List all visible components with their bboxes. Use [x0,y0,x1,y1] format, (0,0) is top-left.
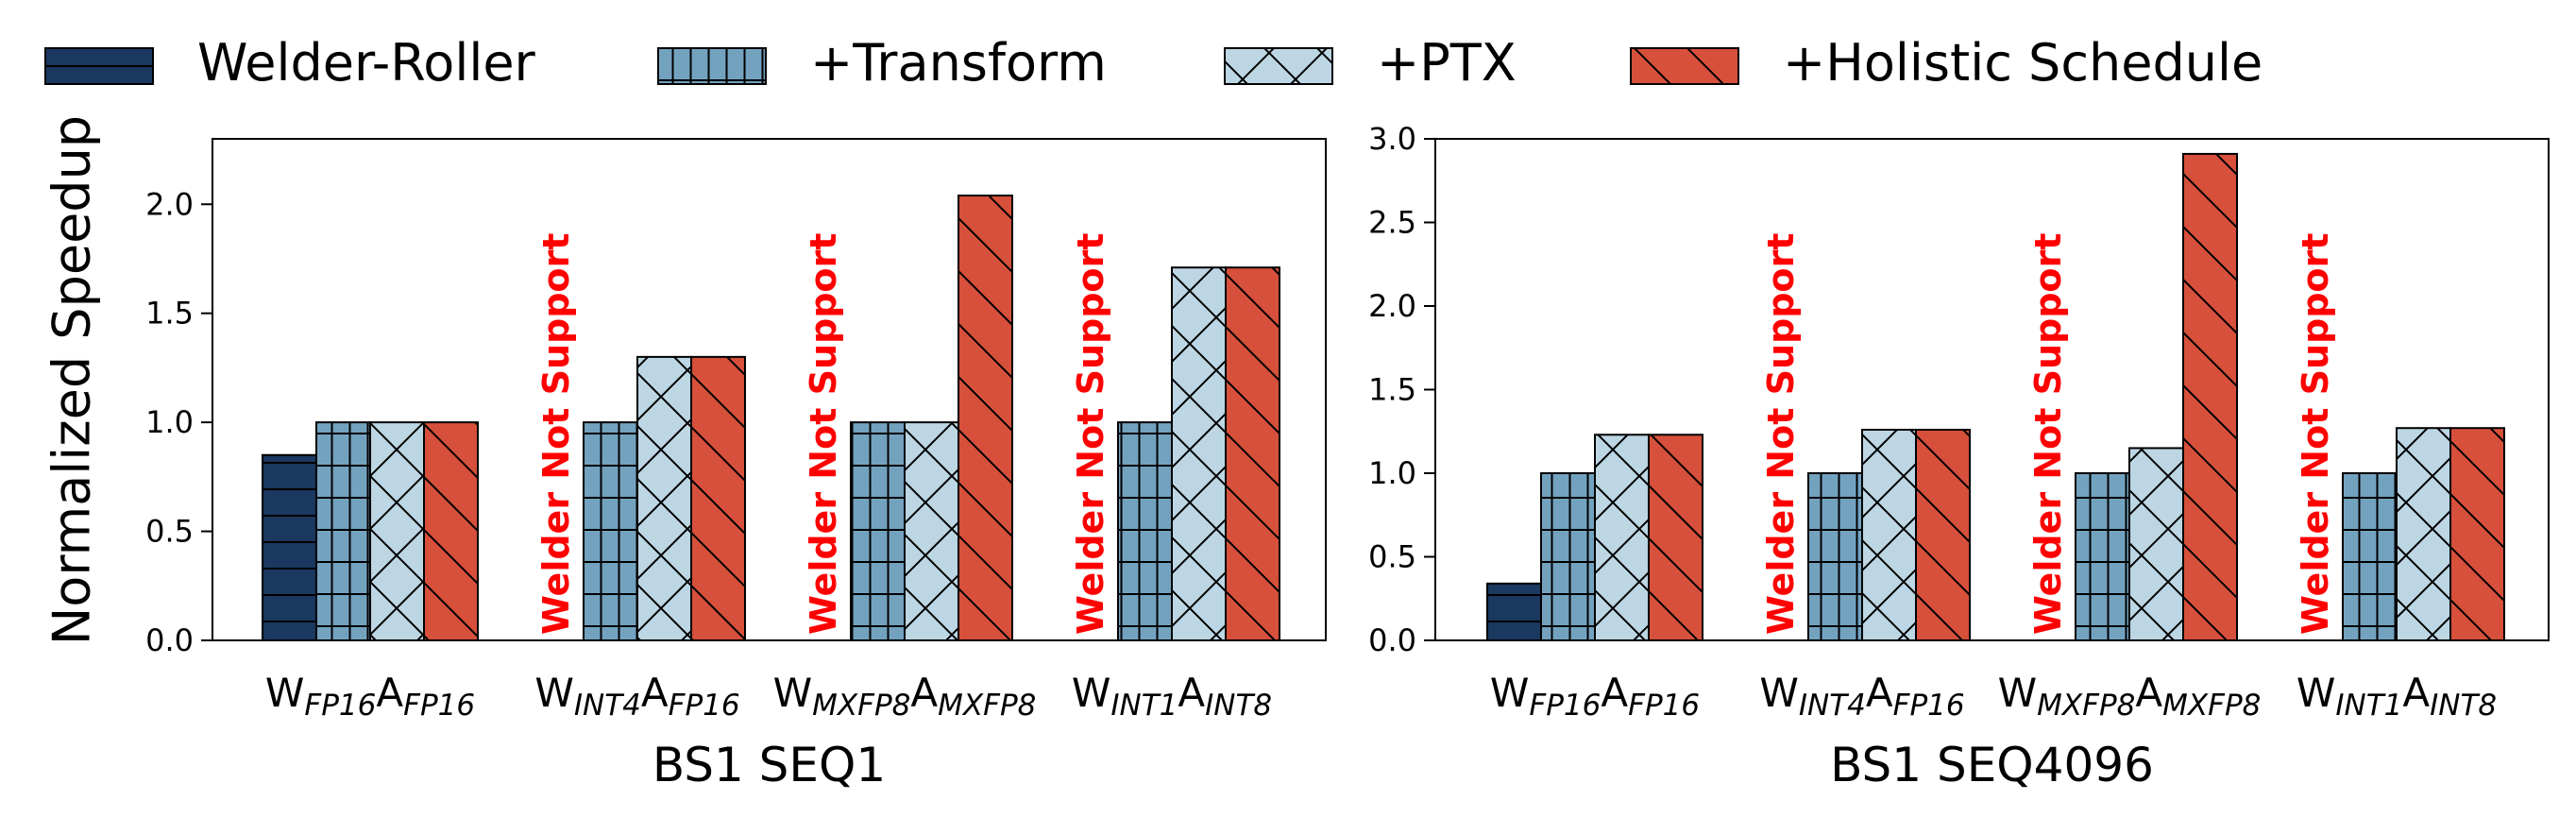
bar-holistic-schedule-2 [1915,428,1971,642]
bar-hatch [850,421,906,641]
legend-label: +Holistic Schedule [1783,33,2262,93]
y-tick-label: 0.0 [145,622,194,658]
legend-item-holistic-schedule: +Holistic Schedule [1630,33,2262,93]
bar-ptx-2 [1861,428,1917,642]
bar-holistic-schedule-1 [1648,434,1703,642]
x-tick-label: WINT1AINT8 [2296,670,2497,723]
plot-frame [212,138,1327,641]
bar-holistic-schedule-3 [958,195,1013,641]
bar-hatch [1861,428,1917,642]
bar-welder-roller-1 [1486,582,1542,642]
y-tick-label: 0.5 [1368,539,1416,575]
bar-hatch [1117,421,1173,641]
bar-transform-3 [850,421,906,641]
y-tick-label: 1.0 [145,404,194,440]
bar-hatch [369,421,425,641]
x-tick-label: WINT4AFP16 [1759,670,1964,723]
y-tick-label: 1.5 [1368,372,1416,408]
bar-hatch [1171,266,1227,641]
legend-item-ptx: +PTX [1224,33,1517,93]
y-tick-label: 3.0 [1368,121,1416,157]
legend-swatch-hatch [44,47,154,85]
bar-ptx-1 [369,421,425,641]
bar-hatch [583,421,638,641]
bar-hatch [690,355,746,641]
x-tick-label: WFP16AFP16 [1490,670,1700,723]
bar-hatch [1486,582,1542,642]
bar-ptx-3 [2128,447,2184,642]
bar-transform-1 [1540,472,1596,641]
legend-label: +PTX [1377,33,1517,93]
bar-hatch [1540,472,1596,641]
legend-swatch-hatch [1630,47,1739,85]
bar-welder-roller-1 [262,453,317,641]
bar-transform-3 [2075,472,2130,641]
legend: Welder-Roller +Transform +PTX +Holistic Sch… [44,33,2262,93]
y-tick-label: 1.5 [145,296,194,332]
not-supported-label: Welder Not Support [2295,233,2336,635]
not-supported-label: Welder Not Support [803,233,844,635]
bar-transform-2 [1807,472,1863,641]
bar-hatch [1807,472,1863,641]
bar-hatch [1648,434,1703,642]
bar-hatch [1225,266,1280,641]
y-tick-label: 2.5 [1368,205,1416,241]
y-tick-label: 2.0 [145,186,194,222]
bar-holistic-schedule-3 [2182,152,2238,641]
bar-hatch [636,355,692,641]
bar-hatch [958,195,1013,641]
x-tick-label: WINT4AFP16 [534,670,739,723]
y-axis-label: Normalized Speedup [42,115,102,645]
bar-transform-1 [315,421,371,641]
bar-hatch [2449,427,2505,641]
panel-xlabel: BS1 SEQ1 [652,738,886,792]
chart-panel-bs1-seq1: WFP16AFP16 Welder Not Support WINT4AFP16 We… [42,115,1327,792]
x-tick-label: WMXFP8AMXFP8 [1998,670,2262,723]
x-tick-label: WMXFP8AMXFP8 [773,670,1037,723]
legend-label: Welder-Roller [197,33,536,93]
not-supported-label: Welder Not Support [1760,233,1802,635]
bar-ptx-4 [2396,427,2451,641]
bar-hatch [2342,472,2398,641]
bar-transform-2 [583,421,638,641]
legend-item-transform: +Transform [657,33,1107,93]
bar-hatch [1915,428,1971,642]
bar-transform-4 [1117,421,1173,641]
bar-hatch [904,421,959,641]
y-tick-label: 2.0 [1368,288,1416,324]
bar-holistic-schedule-1 [423,421,479,641]
bar-hatch [2396,427,2451,641]
bar-hatch [315,421,371,641]
y-tick-label: 0.5 [145,514,194,550]
y-tick-label: 0.0 [1368,622,1416,658]
legend-item-welder-roller: Welder-Roller [44,33,536,93]
bar-holistic-schedule-2 [690,355,746,641]
bar-ptx-2 [636,355,692,641]
not-supported-label: Welder Not Support [535,233,577,635]
bar-hatch [2075,472,2130,641]
legend-label: +Transform [810,33,1107,93]
legend-swatch-hatch [657,47,767,85]
bar-hatch [423,421,479,641]
bar-transform-4 [2342,472,2398,641]
bar-hatch [262,453,317,641]
y-tick-label: 1.0 [1368,455,1416,491]
legend-swatch-hatch [1224,47,1333,85]
panel-xlabel: BS1 SEQ4096 [1830,738,2154,792]
x-tick-label: WINT1AINT8 [1072,670,1272,723]
bar-ptx-4 [1171,266,1227,641]
bar-hatch [2182,152,2238,641]
bar-holistic-schedule-4 [1225,266,1280,641]
chart-panel-bs1-seq4096: WFP16AFP16 Welder Not Support WINT4AFP16 We… [1368,121,2550,792]
bar-ptx-3 [904,421,959,641]
bar-hatch [1594,434,1650,642]
bar-hatch [2128,447,2184,642]
x-tick-label: WFP16AFP16 [265,670,475,723]
not-supported-label: Welder Not Support [2027,233,2069,635]
bar-holistic-schedule-4 [2449,427,2505,641]
bar-ptx-1 [1594,434,1650,642]
not-supported-label: Welder Not Support [1070,233,1111,635]
